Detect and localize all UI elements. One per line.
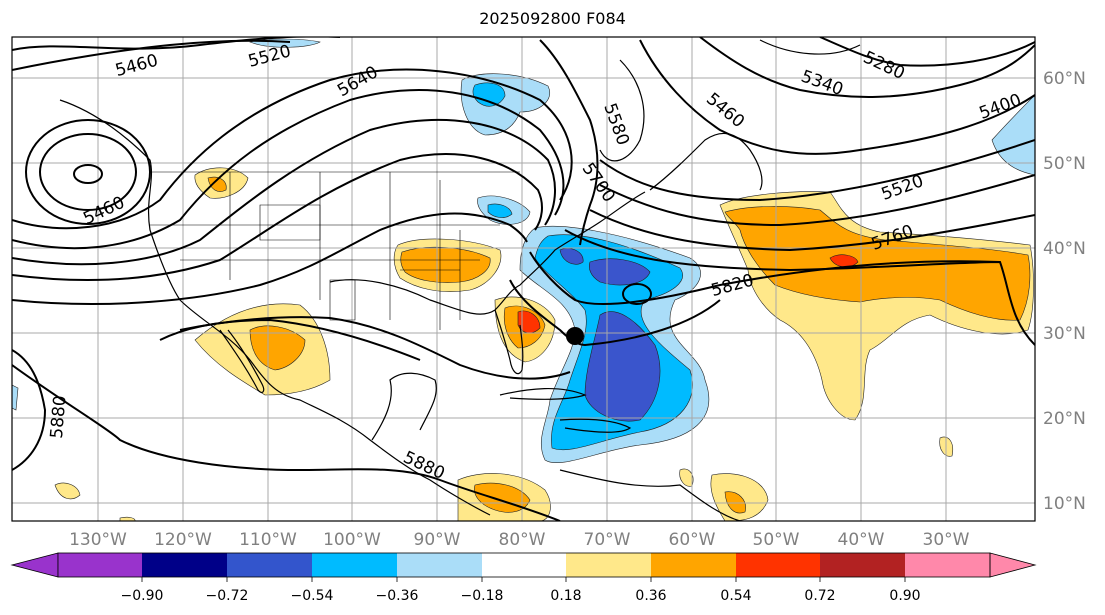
- lat-label: 20°N: [1043, 409, 1086, 429]
- contour-label: 5880: [47, 395, 71, 440]
- map-title: 2025092800 F084: [479, 9, 626, 28]
- colorbar-tick: 0.90: [889, 588, 920, 604]
- colorbar-segment: [312, 553, 397, 577]
- lon-label: 90°W: [414, 530, 461, 550]
- colorbar-segment: [58, 553, 142, 577]
- colorbar: −0.90 −0.72 −0.54 −0.36 −0.18 0.18 0.36 …: [10, 552, 1037, 604]
- hurricane-center-dot: [566, 327, 584, 345]
- colorbar-tick: 0.36: [635, 588, 666, 604]
- lat-label: 50°N: [1043, 154, 1086, 174]
- lon-label: 80°W: [499, 530, 546, 550]
- colorbar-segment: [566, 553, 651, 577]
- colorbar-segment: [905, 553, 990, 577]
- colorbar-extend-high: [989, 552, 1037, 578]
- lon-label: 70°W: [584, 530, 631, 550]
- colorbar-segment: [736, 553, 820, 577]
- colorbar-tick: −0.90: [121, 588, 164, 604]
- colorbar-tick: −0.54: [291, 588, 334, 604]
- colorbar-tick: 0.72: [804, 588, 835, 604]
- height-contours: [12, 37, 1035, 521]
- colorbar-extend-low: [10, 552, 59, 578]
- lat-label: 40°N: [1043, 239, 1086, 259]
- coastlines: [59, 39, 861, 521]
- colorbar-tick: −0.72: [206, 588, 249, 604]
- colorbar-tick: 0.18: [550, 588, 581, 604]
- colorbar-segment: [227, 553, 312, 577]
- lat-label: 30°N: [1043, 324, 1086, 344]
- lon-label: 30°W: [923, 530, 970, 550]
- lon-label: 50°W: [753, 530, 800, 550]
- lon-label: 130°W: [69, 530, 127, 550]
- lon-label: 100°W: [323, 530, 381, 550]
- lon-label: 110°W: [239, 530, 297, 550]
- colorbar-segment: [820, 553, 905, 577]
- lon-label: 120°W: [154, 530, 212, 550]
- lon-label: 40°W: [838, 530, 885, 550]
- colorbar-segment: [397, 553, 482, 577]
- colorbar-tick: 0.54: [720, 588, 751, 604]
- negative-anomaly-region: [12, 38, 1035, 464]
- map-border: [11, 36, 1036, 522]
- colorbar-segment: [142, 553, 227, 577]
- colorbar-segment: [651, 553, 736, 577]
- state-borders: [150, 171, 520, 330]
- lat-label: 10°N: [1043, 494, 1086, 514]
- colorbar-tick: −0.18: [461, 588, 504, 604]
- lat-label: 60°N: [1043, 69, 1086, 89]
- lon-label: 60°W: [669, 530, 716, 550]
- longitude-labels: 130°W 120°W 110°W 100°W 90°W 80°W 70°W 6…: [69, 530, 970, 550]
- latitude-labels: 60°N 50°N 40°N 30°N 20°N 10°N: [1043, 69, 1086, 514]
- colorbar-tick: −0.36: [376, 588, 419, 604]
- colorbar-segment: [482, 553, 566, 577]
